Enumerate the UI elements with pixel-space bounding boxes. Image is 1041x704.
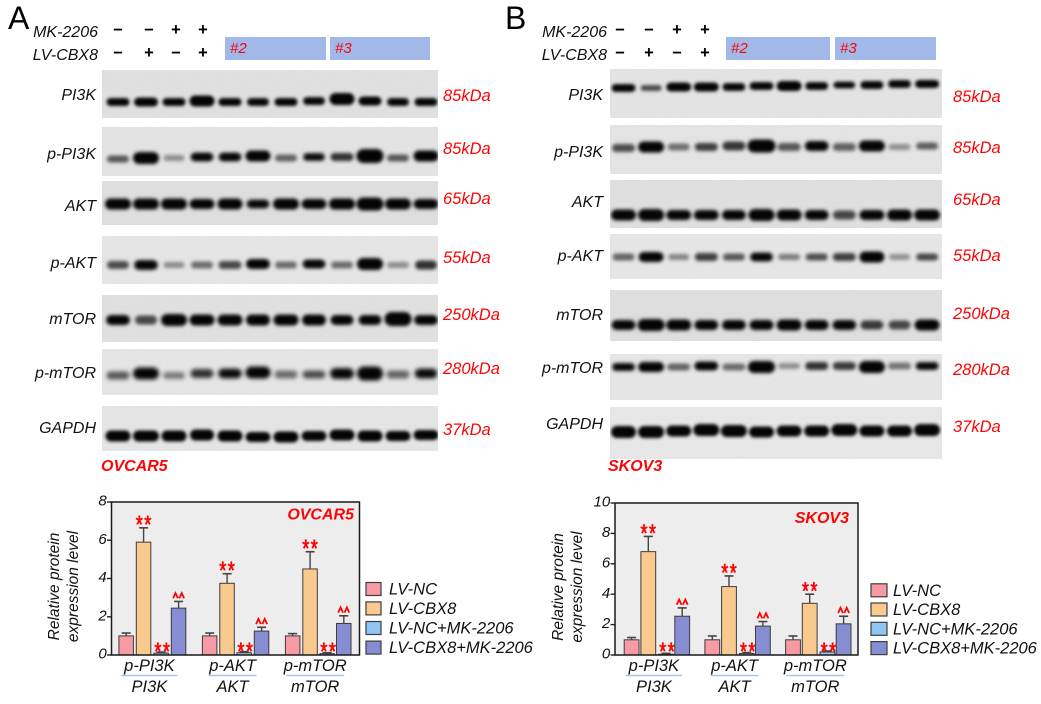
svg-text:Relative protein: Relative protein — [550, 533, 567, 641]
svg-text:mTOR: mTOR — [291, 678, 339, 696]
svg-text:6: 6 — [98, 531, 107, 548]
svg-text:OVCAR5: OVCAR5 — [287, 507, 355, 524]
svg-text:6: 6 — [602, 554, 611, 571]
svg-text:8: 8 — [98, 493, 107, 510]
svg-text:mTOR: mTOR — [791, 678, 839, 696]
svg-text:p-mTOR: p-mTOR — [783, 657, 847, 675]
svg-text:4: 4 — [602, 585, 610, 602]
svg-text:LV-NC: LV-NC — [389, 581, 437, 599]
svg-text:p-AKT: p-AKT — [208, 657, 258, 675]
svg-text:AKT: AKT — [718, 678, 753, 696]
svg-text:SKOV3: SKOV3 — [795, 510, 849, 527]
svg-text:p-AKT: p-AKT — [710, 657, 760, 675]
svg-text:LV-NC+MK-2206: LV-NC+MK-2206 — [893, 620, 1018, 638]
svg-text:LV-CBX8+MK-2206: LV-CBX8+MK-2206 — [389, 639, 534, 657]
svg-text:PI3K: PI3K — [132, 678, 169, 696]
svg-text:LV-CBX8: LV-CBX8 — [389, 600, 457, 618]
svg-text:PI3K: PI3K — [636, 678, 673, 696]
svg-text:2: 2 — [97, 607, 107, 624]
svg-text:10: 10 — [594, 494, 611, 511]
svg-text:2: 2 — [601, 615, 611, 632]
svg-text:p-mTOR: p-mTOR — [283, 657, 347, 675]
svg-text:4: 4 — [98, 569, 106, 586]
svg-text:expression level: expression level — [569, 531, 586, 643]
svg-text:AKT: AKT — [216, 678, 251, 696]
svg-text:LV-NC+MK-2206: LV-NC+MK-2206 — [389, 620, 514, 638]
svg-text:8: 8 — [602, 524, 611, 541]
svg-text:LV-NC: LV-NC — [893, 582, 941, 600]
svg-text:Relative protein: Relative protein — [46, 533, 63, 641]
svg-text:p-PI3K: p-PI3K — [123, 657, 175, 675]
svg-text:0: 0 — [98, 646, 107, 663]
svg-text:0: 0 — [602, 646, 611, 663]
svg-text:LV-CBX8+MK-2206: LV-CBX8+MK-2206 — [893, 640, 1038, 658]
svg-text:LV-CBX8: LV-CBX8 — [893, 601, 961, 619]
svg-text:p-PI3K: p-PI3K — [628, 657, 680, 675]
svg-text:expression level: expression level — [65, 530, 82, 642]
